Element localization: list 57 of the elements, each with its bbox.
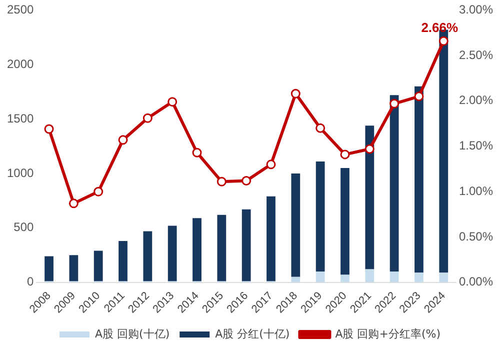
- y-tick-label: 500: [14, 220, 34, 234]
- y2-tick-label: 2.00%: [458, 93, 494, 108]
- point: [118, 135, 128, 145]
- point: [242, 176, 252, 186]
- y2-tick-label: 2.50%: [458, 48, 494, 62]
- point: [192, 148, 202, 158]
- legend-label: A股 回购(十亿): [95, 327, 170, 340]
- point: [290, 88, 300, 98]
- legend-label: A股 分红(十亿): [215, 327, 290, 340]
- bar: [69, 255, 78, 282]
- y2-tick-label: 0.00%: [458, 274, 494, 289]
- y-tick-label: 2000: [6, 56, 34, 71]
- bar: [143, 231, 152, 282]
- point: [142, 113, 152, 123]
- point: [94, 186, 104, 196]
- bar: [94, 250, 103, 282]
- bar: [168, 226, 177, 282]
- bar: [291, 174, 300, 277]
- bar: [390, 271, 399, 282]
- bar: [217, 214, 226, 282]
- bar: [365, 269, 374, 282]
- point: [168, 97, 178, 107]
- point: [68, 198, 78, 208]
- y-tick-label: 0: [27, 274, 34, 289]
- point: [364, 144, 374, 154]
- point: [44, 124, 54, 134]
- bar: [316, 271, 325, 282]
- y2-tick-label: 1.50%: [458, 138, 494, 153]
- bar: [266, 196, 276, 282]
- point: [340, 150, 350, 160]
- legend-label: A股 回购+分红率(%): [335, 327, 440, 340]
- point: [266, 160, 276, 170]
- bar: [414, 272, 424, 282]
- bar: [340, 274, 350, 282]
- point: [390, 98, 400, 108]
- bar: [242, 209, 251, 282]
- y-tick-label: 2500: [6, 2, 34, 17]
- bar: [340, 168, 350, 275]
- bar: [365, 126, 374, 270]
- y-tick-label: 1000: [6, 166, 34, 180]
- y2-tick-label: 3.00%: [458, 2, 494, 17]
- bar: [414, 86, 424, 273]
- y2-tick-label: 0.50%: [458, 229, 494, 244]
- y-tick-label: 1500: [6, 111, 34, 126]
- bar: [316, 162, 325, 272]
- point: [316, 123, 326, 133]
- bar: [439, 272, 448, 282]
- y2-tick-label: 1.00%: [458, 184, 494, 198]
- bar: [118, 240, 128, 282]
- point: [216, 176, 226, 186]
- bar: [192, 218, 202, 282]
- point: [438, 36, 448, 46]
- bar: [44, 256, 54, 282]
- bar: [390, 95, 399, 272]
- annotation: 2.66%: [421, 20, 459, 36]
- bar: [291, 276, 300, 282]
- point: [414, 92, 424, 102]
